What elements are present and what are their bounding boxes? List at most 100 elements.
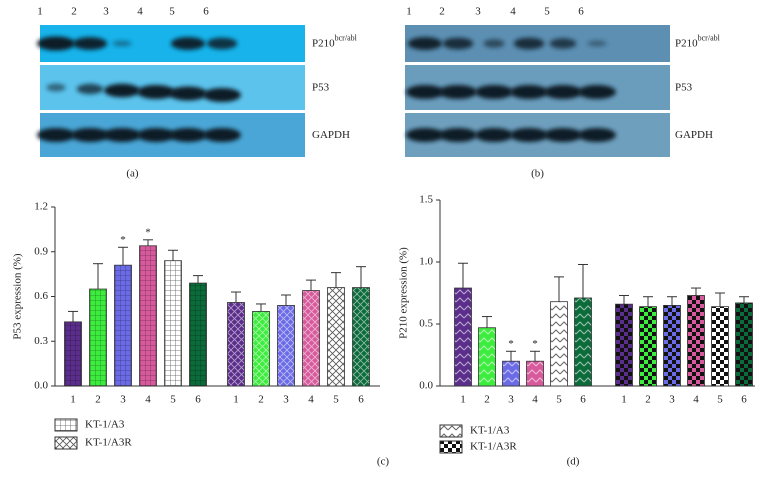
- x-tick-label: 1: [70, 394, 76, 406]
- x-tick-label: 6: [358, 394, 364, 406]
- bar: [252, 311, 270, 387]
- band: [37, 36, 75, 51]
- x-tick-label: 2: [484, 394, 490, 406]
- band: [169, 128, 207, 142]
- row-label: GAPDH: [675, 129, 713, 141]
- bar: [227, 302, 245, 387]
- band: [76, 83, 104, 95]
- band: [510, 128, 548, 142]
- row-label: P210bcr/abl: [675, 33, 721, 49]
- row-label: P53: [675, 81, 693, 93]
- y-tick-label: 0.0: [34, 380, 48, 392]
- x-tick-label: 1: [233, 394, 239, 406]
- lane-label: 1: [37, 6, 43, 18]
- band: [544, 85, 582, 99]
- band: [406, 128, 444, 142]
- band: [406, 85, 444, 99]
- annotation: *: [532, 338, 538, 350]
- bar: [711, 306, 729, 387]
- bar: [139, 245, 157, 387]
- x-tick-label: 1: [460, 394, 466, 406]
- band: [578, 85, 616, 99]
- x-tick-label: 3: [283, 394, 289, 406]
- row-label: P53: [312, 81, 330, 93]
- band: [72, 37, 108, 50]
- bar: [615, 303, 633, 387]
- panel-label: (d): [567, 456, 580, 468]
- band: [587, 40, 607, 47]
- band: [170, 37, 206, 50]
- legend-swatch: [439, 424, 463, 438]
- bar: [189, 282, 207, 387]
- band: [103, 128, 141, 142]
- x-tick-label: 5: [170, 394, 176, 406]
- band: [46, 83, 66, 92]
- y-tick-label: 1.5: [419, 194, 433, 206]
- band: [439, 85, 477, 99]
- legend-label: KT-1/A3: [85, 419, 125, 431]
- panel-label: (b): [531, 168, 544, 180]
- lane-label: 3: [475, 6, 481, 18]
- x-tick-label: 4: [693, 394, 699, 406]
- lane-label: 5: [169, 6, 175, 18]
- bar: [663, 304, 681, 387]
- bar: [478, 327, 496, 387]
- lane-label: 2: [71, 6, 77, 18]
- annotation: *: [120, 234, 126, 246]
- panel-label: (c): [377, 456, 390, 468]
- x-tick-label: 4: [532, 394, 538, 406]
- y-tick-label: 0.3: [34, 335, 48, 347]
- lane-label: 5: [544, 6, 550, 18]
- x-tick-label: 5: [333, 394, 339, 406]
- band: [544, 128, 582, 142]
- bar: [502, 360, 520, 387]
- band: [71, 128, 109, 142]
- legend-swatch: [54, 418, 78, 432]
- y-tick-label: 1.2: [34, 201, 48, 213]
- y-axis-label: P210 expression (%): [398, 247, 410, 339]
- band: [169, 86, 207, 101]
- lane-label: 1: [406, 6, 412, 18]
- bar: [352, 287, 370, 387]
- band: [203, 128, 241, 142]
- legend-swatch: [54, 436, 78, 450]
- bar: [327, 287, 345, 387]
- band: [475, 128, 513, 142]
- bar: [164, 260, 182, 387]
- band: [137, 128, 175, 142]
- band: [578, 128, 616, 142]
- x-tick-label: 2: [645, 394, 651, 406]
- band: [206, 37, 238, 50]
- bar: [526, 360, 544, 387]
- bar: [302, 290, 320, 387]
- row-label: GAPDH: [312, 129, 350, 141]
- y-axis-label: P53 expression (%): [12, 253, 24, 339]
- y-tick-label: 0.5: [419, 318, 433, 330]
- band: [442, 37, 474, 50]
- band: [483, 39, 505, 48]
- panel-label: (a): [126, 168, 139, 180]
- x-tick-label: 3: [508, 394, 514, 406]
- lane-label: 2: [439, 6, 445, 18]
- bar: [454, 287, 472, 387]
- x-tick-label: 5: [717, 394, 723, 406]
- band: [37, 128, 75, 142]
- x-tick-label: 2: [258, 394, 264, 406]
- band: [510, 85, 548, 99]
- x-tick-label: 5: [556, 394, 562, 406]
- y-tick-label: 0.6: [34, 290, 48, 302]
- row-label: P210bcr/abl: [312, 33, 358, 49]
- bar: [639, 306, 657, 387]
- band: [203, 88, 241, 102]
- lane-label: 4: [137, 6, 143, 18]
- x-tick-label: 4: [308, 394, 314, 406]
- x-tick-label: 6: [741, 394, 747, 406]
- bar: [89, 288, 107, 387]
- bar: [64, 321, 82, 387]
- band: [137, 85, 175, 99]
- x-tick-label: 4: [145, 394, 151, 406]
- band: [112, 40, 132, 47]
- legend-label: KT-1/A3: [470, 425, 510, 437]
- x-tick-label: 1: [621, 394, 627, 406]
- bar: [735, 302, 753, 387]
